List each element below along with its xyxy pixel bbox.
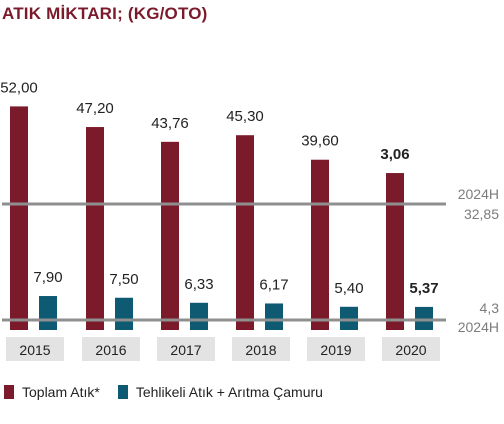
category-box-2020	[382, 337, 440, 361]
x-tick-label-2018: 2018	[245, 342, 276, 358]
category-box-2018	[232, 337, 290, 361]
bar-total-2016	[86, 127, 104, 330]
data-label-hazardous-2020: 5,37	[409, 280, 438, 297]
legend-swatch-hazardous	[117, 385, 128, 399]
bar-total-2017	[161, 141, 179, 330]
bar-total-2018	[236, 135, 254, 330]
legend-label-hazardous: Tehlikeli Atık + Arıtma Çamuru	[135, 384, 323, 400]
legend-swatch-total	[4, 385, 14, 399]
category-box-2017	[157, 337, 215, 361]
data-label-hazardous-2016: 7,50	[109, 271, 138, 288]
x-tick-label-2019: 2019	[320, 342, 351, 358]
bar-hazardous-2016	[115, 297, 133, 330]
bar-hazardous-2019	[340, 306, 358, 330]
data-label-total-2018: 45,30	[226, 108, 264, 125]
bar-total-2015	[10, 106, 28, 331]
data-label-total-2019: 39,60	[301, 133, 339, 150]
bar-hazardous-2018	[265, 303, 283, 330]
legend-item-total: Toplam Atık*	[4, 384, 100, 400]
target-label-0-line1: 2024H	[458, 186, 499, 202]
target-label-0-line2: 32,85	[464, 206, 499, 222]
data-label-hazardous-2019: 5,40	[334, 280, 363, 297]
x-tick-label-2015: 2015	[19, 342, 50, 358]
category-box-2016	[82, 337, 140, 361]
data-label-hazardous-2017: 6,33	[184, 276, 213, 293]
chart-title: ATIK MİKTARI; (KG/OTO)	[2, 4, 208, 23]
bar-hazardous-2020	[415, 306, 433, 330]
bar-hazardous-2015	[39, 296, 57, 330]
data-label-hazardous-2015: 7,90	[33, 269, 62, 286]
x-tick-label-2020: 2020	[395, 342, 426, 358]
data-label-hazardous-2018: 6,17	[259, 276, 288, 293]
data-label-total-2020: 3,06	[380, 146, 409, 163]
data-label-total-2016: 47,20	[76, 100, 114, 117]
category-box-2019	[307, 337, 365, 361]
data-label-total-2015: 52,00	[0, 79, 38, 96]
bar-total-2019	[311, 159, 329, 330]
target-label-1-line1: 4,3	[480, 300, 500, 316]
x-tick-label-2016: 2016	[95, 342, 126, 358]
category-box-2015	[6, 337, 64, 361]
bar-hazardous-2017	[190, 302, 208, 330]
legend-label-total: Toplam Atık*	[22, 384, 100, 400]
bar-chart: 2015 2016 2017 2018 2019 2020 52,00 47,20 43,76 4…	[0, 79, 500, 361]
legend-item-hazardous: Tehlikeli Atık + Arıtma Çamuru	[117, 384, 323, 400]
target-label-1-line2: 2024H	[458, 319, 499, 335]
legend: Toplam Atık* Tehlikeli Atık + Arıtma Çam…	[4, 384, 341, 400]
x-tick-label-2017: 2017	[170, 342, 201, 358]
data-label-total-2017: 43,76	[151, 115, 189, 132]
bar-total-2020	[386, 173, 404, 330]
